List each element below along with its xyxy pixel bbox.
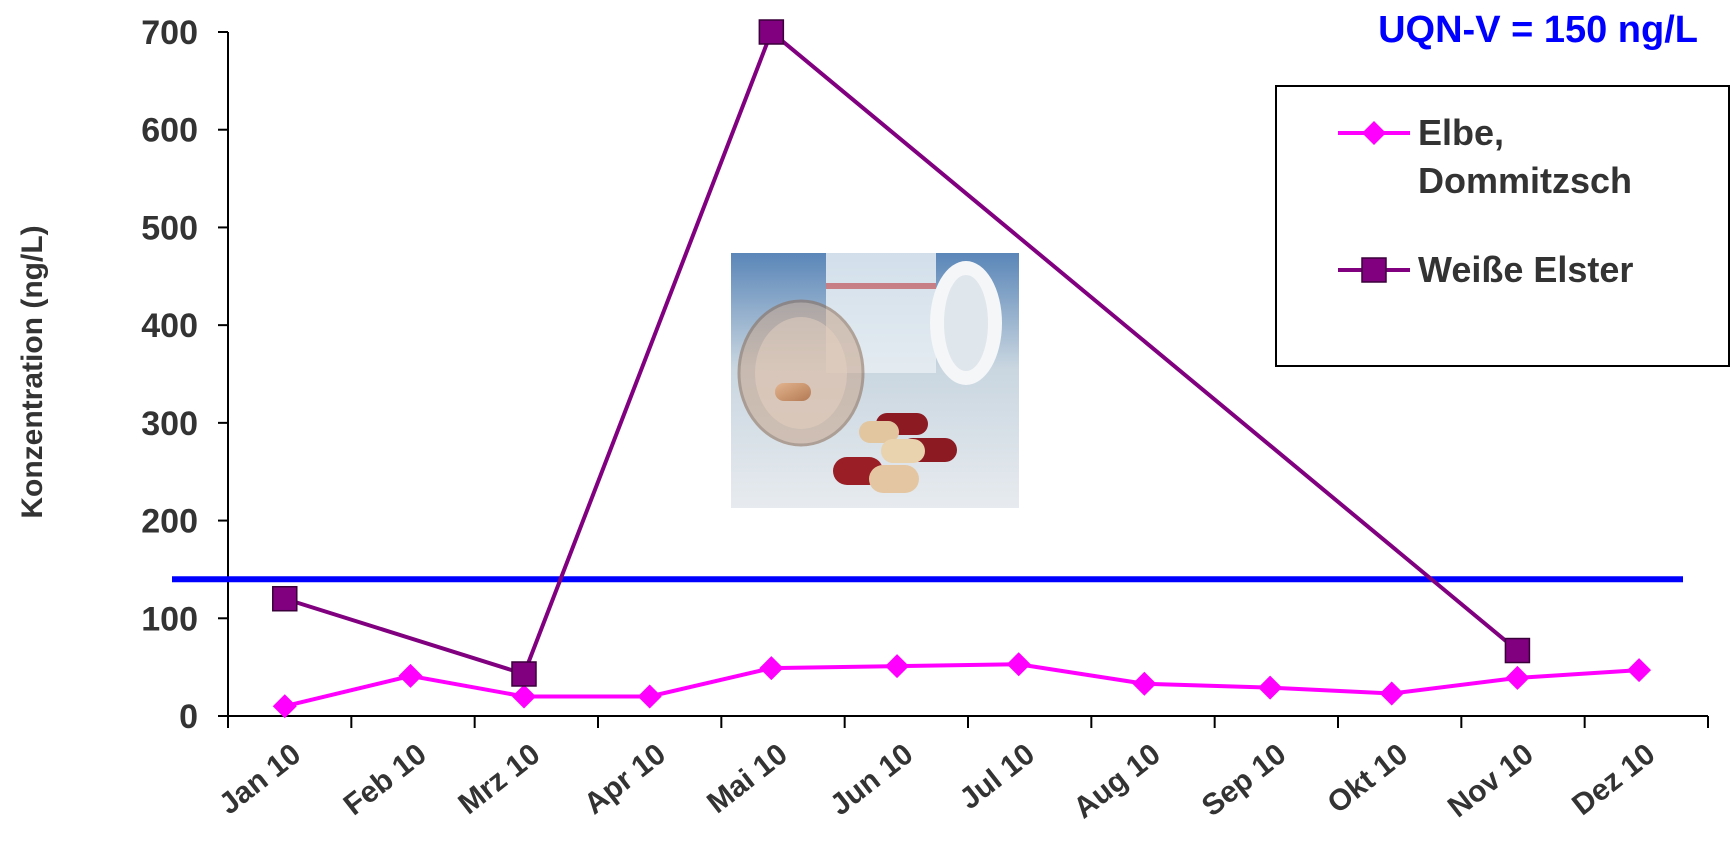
x-tick-label: Aug 10 [1068, 738, 1167, 826]
capsules-photo [731, 253, 1019, 508]
data-point [885, 654, 910, 679]
y-tick-label: 500 [141, 209, 198, 247]
x-tick-label: Jun 10 [824, 738, 919, 823]
x-tick-label: Jan 10 [213, 738, 307, 822]
y-tick-label: 200 [141, 503, 198, 541]
data-point [759, 656, 784, 681]
data-point [1504, 637, 1531, 664]
data-point [758, 19, 785, 45]
series-weisse-elster [272, 19, 1531, 687]
legend-marker [1361, 257, 1387, 283]
series-layer [272, 19, 1652, 719]
series-elbe-dommitzsch [272, 652, 1652, 719]
x-tick-label: Feb 10 [338, 738, 433, 823]
series-line [284, 28, 1519, 677]
data-point [1006, 652, 1031, 677]
legend-marker [1362, 121, 1386, 145]
y-tick-label: 0 [179, 698, 198, 736]
data-point [1258, 675, 1283, 700]
data-point [1627, 658, 1652, 683]
data-point [272, 585, 298, 612]
y-tick-label: 600 [141, 112, 198, 150]
x-tick-label: Sep 10 [1196, 738, 1293, 824]
legend-item: Weiße Elster [1338, 249, 1633, 290]
legend-label: Weiße Elster [1418, 249, 1633, 290]
x-tick-label: Apr 10 [578, 738, 672, 821]
legend-item: Elbe, Dommitzsch [1338, 112, 1632, 201]
y-tick-label: 100 [141, 600, 198, 638]
data-point [511, 661, 537, 687]
y-axis-label: Konzentration (ng/L) [16, 225, 49, 518]
x-tick-label: Jul 10 [954, 738, 1041, 816]
legend-items: Elbe, Dommitzsch Weiße Elster [1338, 112, 1633, 290]
data-point [1379, 681, 1404, 706]
x-tick-label: Mrz 10 [452, 738, 546, 821]
series-line [284, 662, 1640, 709]
x-ticks: Jan 10 Feb 10 Mrz 10 Apr 10 Mai 10 Jun 10 Jul … [213, 716, 1709, 826]
legend: Elbe, Dommitzsch Weiße Elster [1275, 85, 1730, 367]
y-ticks: 0 100 200 300 400 500 600 700 [141, 14, 228, 736]
data-point [272, 694, 297, 719]
data-point [512, 684, 536, 709]
x-tick-label: Dez 10 [1566, 738, 1661, 823]
x-tick-label: Mai 10 [701, 738, 794, 820]
data-point [398, 663, 423, 688]
legend-label: Elbe, Dommitzsch [1418, 112, 1632, 201]
y-tick-label: 400 [141, 307, 198, 345]
data-point [1132, 671, 1157, 696]
x-tick-label: Okt 10 [1321, 738, 1414, 820]
reference-label: UQN-V = 150 ng/L [1378, 9, 1698, 51]
x-tick-label: Nov 10 [1442, 738, 1540, 825]
y-tick-label: 300 [141, 405, 198, 443]
data-point [637, 684, 662, 709]
y-tick-label: 700 [141, 14, 198, 52]
data-point [1505, 665, 1530, 690]
